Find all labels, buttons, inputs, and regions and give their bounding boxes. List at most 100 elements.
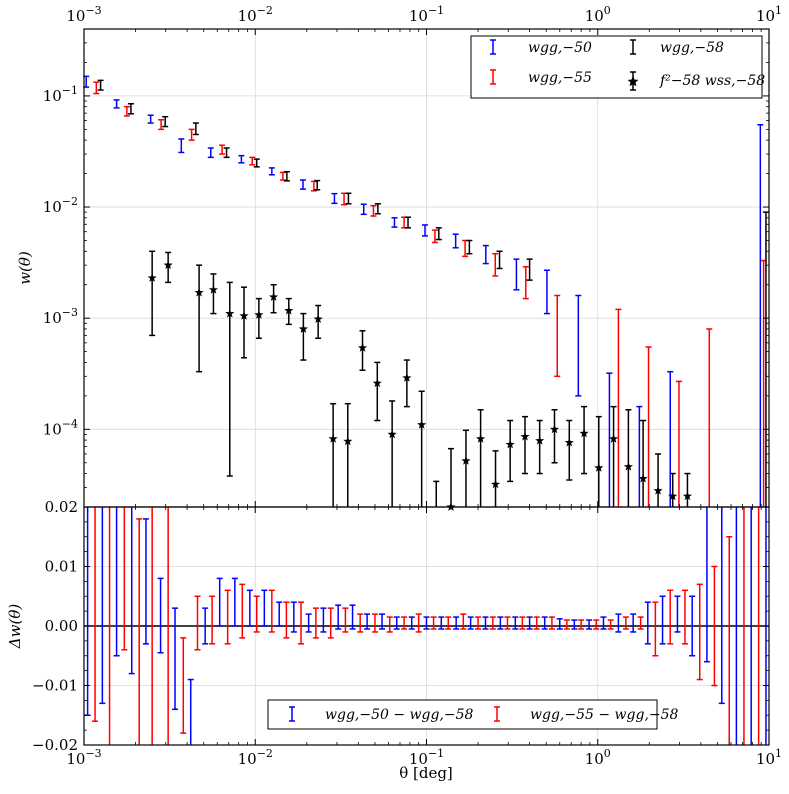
bottom-errorbar-1-3: [136, 518, 143, 745]
top-y-tick-label-1: 10−2: [43, 195, 78, 216]
top-errorbar-5-7: [269, 283, 279, 314]
bottom-errorbar-1-34: [593, 619, 600, 630]
top-errorbar-2-13: [492, 252, 499, 277]
top-y-tick-label-2: 10−3: [43, 306, 78, 327]
legend-label-wgg-55: wgg,−55: [528, 70, 592, 86]
star-marker: [461, 456, 471, 465]
bottom-errorbar-1-42: [711, 565, 718, 687]
top-errorbar-4-1: [127, 103, 134, 115]
top-errorbar-0-3: [178, 138, 185, 154]
top-errorbar-4-12: [466, 239, 473, 255]
bottom-errorbar-1-32: [563, 619, 570, 630]
bottom-x-tick-label-4: 101: [756, 747, 782, 768]
top-x-tick-label-3: 100: [585, 4, 611, 25]
legend-marker-star: [627, 71, 639, 91]
bottom-errorbar-0-40: [674, 595, 681, 633]
bottom-errorbar-1-6: [180, 637, 187, 734]
top-errorbar-4-2: [162, 115, 169, 128]
legend-entry-diff-50: wgg,−50 − wgg,−58: [289, 706, 474, 723]
top-errorbar-5-28: [579, 405, 589, 475]
star-marker: [343, 436, 353, 446]
top-errorbar-5-0: [147, 250, 157, 337]
bottom-errorbar-1-21: [401, 616, 408, 630]
bottom-errorbar-0-34: [586, 619, 593, 630]
top-errorbar-5-2: [194, 264, 204, 373]
top-errorbar-2-1: [123, 105, 130, 117]
top-errorbar-2-3: [188, 128, 195, 141]
top-errorbar-0-2: [147, 114, 154, 124]
top-errorbar-4-13: [496, 250, 503, 270]
top-errorbar-4-7: [314, 179, 321, 191]
bottom-errorbar-1-17: [342, 607, 349, 633]
star-marker: [387, 429, 397, 439]
bottom-x-tick-label-3: 100: [585, 747, 611, 768]
bottom-errorbar-1-27: [489, 616, 496, 630]
bottom-y-tick-label-2: 0.00: [45, 617, 78, 635]
bottom-errorbar-0-26: [467, 616, 474, 630]
top-errorbar-0-8: [331, 192, 338, 205]
legend-entry-wgg-58: wgg,−58: [630, 39, 724, 56]
bottom-errorbar-0-23: [423, 616, 430, 630]
top-series-2: [93, 81, 529, 300]
star-marker: [225, 308, 235, 318]
bottom-errorbar-0-28: [497, 616, 504, 630]
top-errorbar-0-10: [391, 217, 398, 228]
top-errorbar-4-0: [97, 79, 104, 91]
bottom-errorbar-0-12: [261, 589, 268, 627]
star-marker: [402, 373, 412, 382]
top-errorbar-5-23: [505, 419, 515, 483]
bottom-errorbar-1-18: [357, 613, 364, 633]
bottom-errorbar-1-12: [268, 589, 275, 633]
star-marker: [476, 434, 486, 443]
legend-label-wgg-50: wgg,−50: [528, 40, 592, 56]
bottom-series-0: [84, 507, 767, 745]
top-ylabel: w(θ): [16, 251, 34, 285]
bottom-errorbar-1-28: [504, 616, 511, 630]
bottom-legend: wgg,−50 − wgg,−58 wgg,−55 − wgg,−58: [267, 699, 679, 730]
top-errorbar-0-14: [513, 258, 520, 291]
bottom-errorbar-1-31: [548, 616, 555, 630]
top-errorbar-4-9: [374, 203, 381, 215]
bottom-errorbar-1-10: [239, 583, 246, 639]
top-errorbar-5-13: [357, 330, 368, 372]
star-marker: [579, 428, 589, 438]
top-errorbar-0-13: [482, 244, 489, 265]
bottom-errorbar-0-18: [349, 604, 356, 630]
bottom-errorbar-0-32: [556, 618, 563, 630]
legend-entry-wgg-50: wgg,−50: [490, 39, 592, 56]
star-marker: [638, 473, 648, 483]
bottom-x-tick-label-0: 10−3: [66, 747, 101, 768]
top-errorbar-5-15: [387, 400, 397, 507]
top-errorbar-4-11: [435, 227, 442, 241]
bottom-errorbar-1-9: [224, 589, 231, 645]
bottom-errorbar-0-17: [335, 604, 342, 630]
bottom-errorbar-0-20: [379, 613, 386, 630]
bottom-errorbar-0-33: [571, 619, 578, 630]
top-errorbar-5-1: [163, 251, 173, 284]
star-marker: [372, 378, 382, 388]
top-errorbar-5-31: [623, 408, 633, 507]
star-marker: [239, 311, 249, 320]
bottom-errorbar-0-11: [246, 589, 253, 627]
bottom-errorbar-0-42: [703, 507, 710, 663]
top-x-tick-label-1: 10−2: [238, 4, 273, 25]
bottom-errorbar-1-11: [253, 595, 260, 633]
bottom-errorbar-0-25: [453, 616, 460, 630]
top-legend-frame: [470, 35, 763, 99]
star-marker: [490, 479, 501, 489]
bottom-errorbar-1-20: [386, 616, 393, 633]
top-errorbar-2-2: [158, 119, 165, 131]
bottom-errorbar-0-36: [615, 613, 622, 633]
bottom-errorbar-0-14: [290, 601, 297, 633]
star-marker: [520, 431, 530, 441]
top-errorbar-2-5: [249, 156, 256, 166]
top-x-tick-label-0: 10−3: [66, 4, 101, 25]
top-errorbar-2-10: [401, 216, 408, 229]
bottom-x-tick-label-2: 10−1: [409, 747, 444, 768]
top-errorbar-1-1: [606, 372, 613, 507]
bottom-errorbar-1-30: [533, 616, 540, 630]
star-marker: [163, 260, 173, 270]
bottom-errorbar-0-3: [128, 507, 135, 675]
bottom-y-tick-label-0: 0.02: [45, 498, 78, 516]
bottom-x-tick-label-1: 10−2: [238, 747, 273, 768]
